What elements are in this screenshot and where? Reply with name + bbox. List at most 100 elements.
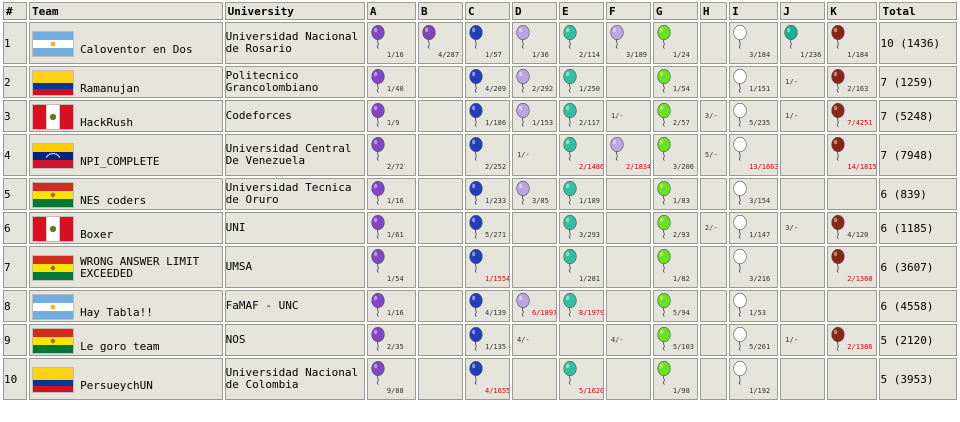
problem-g-cell[interactable]: 3/206 xyxy=(652,134,698,176)
problem-a-cell[interactable]: 2/35 xyxy=(366,324,416,356)
problem-c-cell[interactable]: 2/252 xyxy=(464,134,510,176)
team-cell[interactable]: Hay Tabla!! xyxy=(29,290,223,322)
problem-d-cell[interactable]: 2/292 xyxy=(511,66,557,98)
problem-g-cell[interactable]: 1/83 xyxy=(652,178,698,210)
header-problem-a[interactable]: A xyxy=(366,2,416,20)
problem-e-cell[interactable]: 2/117 xyxy=(558,100,604,132)
problem-f-cell[interactable] xyxy=(605,290,651,322)
problem-k-cell[interactable]: 14/1815 xyxy=(827,134,878,176)
problem-k-cell[interactable] xyxy=(827,178,878,210)
team-cell[interactable]: Boxer xyxy=(29,212,223,244)
problem-j-cell[interactable]: 1/236 xyxy=(780,22,826,64)
problem-b-cell[interactable] xyxy=(418,290,463,322)
problem-i-cell[interactable]: 3/184 xyxy=(729,22,779,64)
problem-c-cell[interactable]: 4/1655 xyxy=(464,358,510,400)
problem-j-cell[interactable] xyxy=(780,290,826,322)
problem-h-cell[interactable] xyxy=(699,22,728,64)
problem-b-cell[interactable] xyxy=(418,212,463,244)
problem-e-cell[interactable]: 1/281 xyxy=(558,246,604,288)
problem-f-cell[interactable]: 1/- xyxy=(605,100,651,132)
problem-d-cell[interactable]: 4/- xyxy=(511,324,557,356)
problem-a-cell[interactable]: 1/16 xyxy=(366,22,416,64)
header-problem-j[interactable]: J xyxy=(780,2,826,20)
header-university[interactable]: University xyxy=(224,2,365,20)
problem-i-cell[interactable]: 3/216 xyxy=(729,246,779,288)
problem-k-cell[interactable]: 2/1386 xyxy=(827,324,878,356)
problem-d-cell[interactable]: 1/36 xyxy=(511,22,557,64)
problem-d-cell[interactable] xyxy=(511,246,557,288)
problem-i-cell[interactable]: 1/151 xyxy=(729,66,779,98)
header-problem-e[interactable]: E xyxy=(558,2,604,20)
problem-g-cell[interactable]: 1/82 xyxy=(652,246,698,288)
problem-i-cell[interactable]: 3/154 xyxy=(729,178,779,210)
problem-i-cell[interactable]: 13/1663 xyxy=(729,134,779,176)
problem-h-cell[interactable] xyxy=(699,324,728,356)
header-team[interactable]: Team xyxy=(29,2,223,20)
problem-j-cell[interactable] xyxy=(780,358,826,400)
problem-k-cell[interactable]: 4/120 xyxy=(827,212,878,244)
problem-k-cell[interactable]: 7/4251 xyxy=(827,100,878,132)
problem-h-cell[interactable] xyxy=(699,290,728,322)
header-total[interactable]: Total xyxy=(879,2,957,20)
problem-a-cell[interactable]: 9/88 xyxy=(366,358,416,400)
problem-a-cell[interactable]: 1/54 xyxy=(366,246,416,288)
problem-f-cell[interactable] xyxy=(605,358,651,400)
problem-a-cell[interactable]: 1/9 xyxy=(366,100,416,132)
problem-i-cell[interactable]: 1/192 xyxy=(729,358,779,400)
problem-h-cell[interactable]: 3/- xyxy=(699,100,728,132)
problem-e-cell[interactable]: 1/189 xyxy=(558,178,604,210)
problem-e-cell[interactable]: 2/114 xyxy=(558,22,604,64)
problem-k-cell[interactable]: 1/184 xyxy=(827,22,878,64)
problem-e-cell[interactable]: 8/1979 xyxy=(558,290,604,322)
problem-g-cell[interactable]: 5/103 xyxy=(652,324,698,356)
header-problem-k[interactable]: K xyxy=(827,2,878,20)
problem-c-cell[interactable]: 5/271 xyxy=(464,212,510,244)
problem-b-cell[interactable] xyxy=(418,100,463,132)
problem-b-cell[interactable] xyxy=(418,246,463,288)
problem-h-cell[interactable]: 5/- xyxy=(699,134,728,176)
problem-i-cell[interactable]: 5/261 xyxy=(729,324,779,356)
problem-d-cell[interactable]: 3/85 xyxy=(511,178,557,210)
problem-f-cell[interactable] xyxy=(605,66,651,98)
header-problem-f[interactable]: F xyxy=(605,2,651,20)
problem-h-cell[interactable] xyxy=(699,246,728,288)
team-cell[interactable]: NES coders xyxy=(29,178,223,210)
team-cell[interactable]: Ramanujan xyxy=(29,66,223,98)
problem-c-cell[interactable]: 4/139 xyxy=(464,290,510,322)
problem-c-cell[interactable]: 1/57 xyxy=(464,22,510,64)
problem-c-cell[interactable]: 1/186 xyxy=(464,100,510,132)
problem-k-cell[interactable]: 2/1360 xyxy=(827,246,878,288)
problem-j-cell[interactable]: 1/- xyxy=(780,324,826,356)
problem-i-cell[interactable]: 5/235 xyxy=(729,100,779,132)
problem-f-cell[interactable]: 2/1834 xyxy=(605,134,651,176)
problem-h-cell[interactable]: 2/- xyxy=(699,212,728,244)
problem-i-cell[interactable]: 1/53 xyxy=(729,290,779,322)
header-problem-g[interactable]: G xyxy=(652,2,698,20)
header-problem-b[interactable]: B xyxy=(418,2,463,20)
problem-a-cell[interactable]: 1/16 xyxy=(366,178,416,210)
problem-h-cell[interactable] xyxy=(699,66,728,98)
header-problem-h[interactable]: H xyxy=(699,2,728,20)
team-cell[interactable]: WRONG ANSWER LIMIT EXCEEDED xyxy=(29,246,223,288)
problem-g-cell[interactable]: 1/24 xyxy=(652,22,698,64)
problem-c-cell[interactable]: 1/233 xyxy=(464,178,510,210)
problem-b-cell[interactable] xyxy=(418,178,463,210)
header-problem-d[interactable]: D xyxy=(511,2,557,20)
problem-f-cell[interactable] xyxy=(605,212,651,244)
problem-g-cell[interactable]: 1/54 xyxy=(652,66,698,98)
problem-b-cell[interactable]: 4/287 xyxy=(418,22,463,64)
problem-g-cell[interactable]: 2/57 xyxy=(652,100,698,132)
problem-f-cell[interactable]: 3/189 xyxy=(605,22,651,64)
problem-d-cell[interactable]: 6/1897 xyxy=(511,290,557,322)
problem-k-cell[interactable]: 2/163 xyxy=(827,66,878,98)
problem-e-cell[interactable]: 2/1486 xyxy=(558,134,604,176)
problem-g-cell[interactable]: 5/94 xyxy=(652,290,698,322)
problem-g-cell[interactable]: 2/93 xyxy=(652,212,698,244)
header-problem-c[interactable]: C xyxy=(464,2,510,20)
problem-e-cell[interactable]: 3/293 xyxy=(558,212,604,244)
problem-a-cell[interactable]: 1/40 xyxy=(366,66,416,98)
problem-f-cell[interactable] xyxy=(605,178,651,210)
problem-c-cell[interactable]: 4/209 xyxy=(464,66,510,98)
problem-j-cell[interactable] xyxy=(780,246,826,288)
team-cell[interactable]: PersueychUN xyxy=(29,358,223,400)
